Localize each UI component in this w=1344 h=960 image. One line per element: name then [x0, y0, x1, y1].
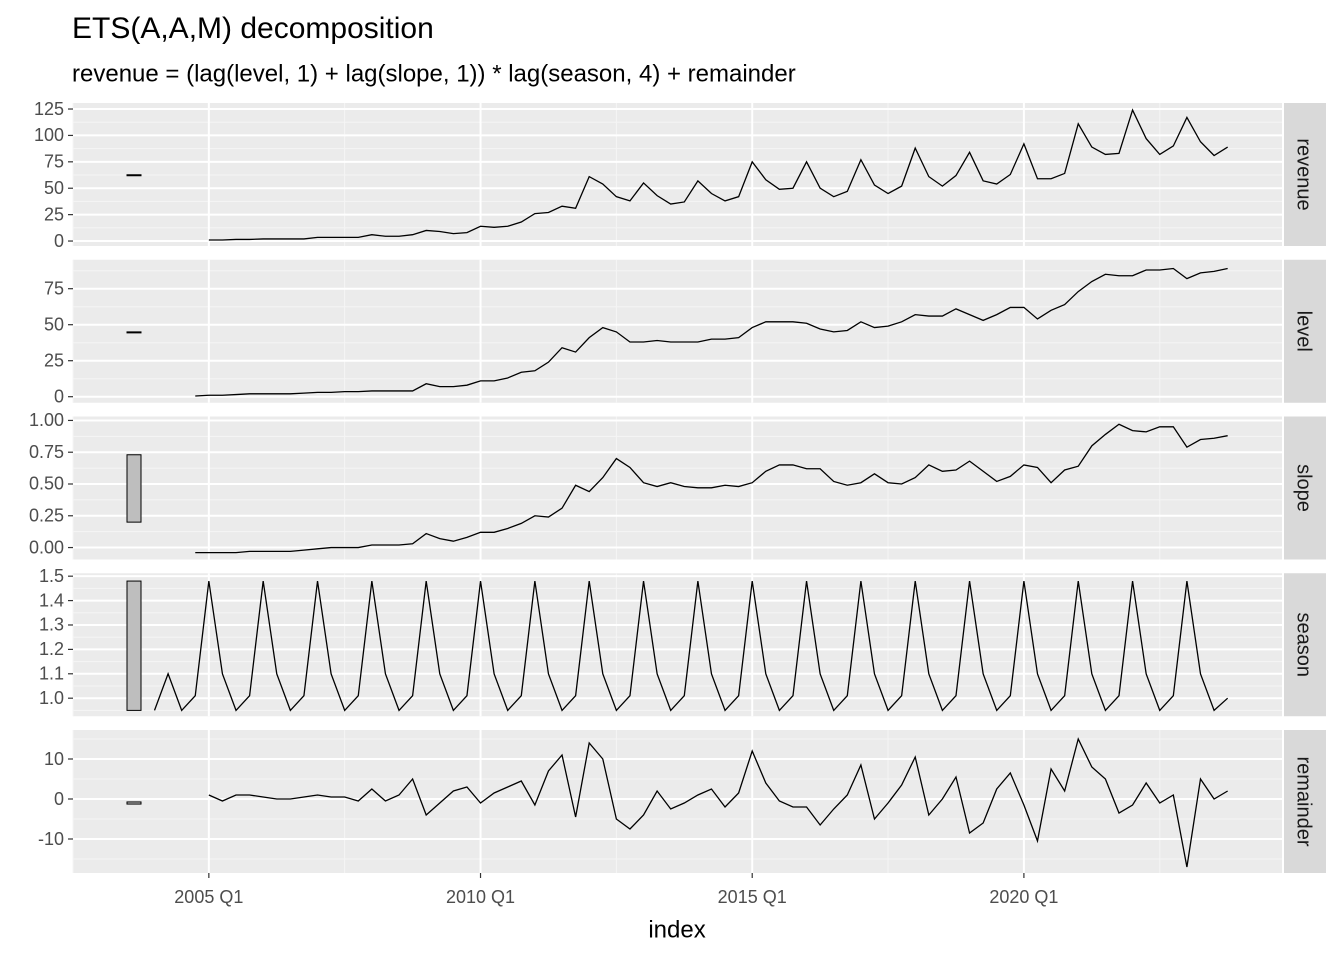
strip-background	[1284, 103, 1326, 246]
strip-background	[1284, 259, 1326, 403]
y-tick-label: 1.0	[39, 688, 64, 708]
y-tick-label: 100	[34, 125, 64, 145]
x-tick-label: 2015 Q1	[718, 887, 787, 907]
data-line	[195, 423, 1228, 554]
strip-background	[1284, 416, 1326, 560]
scale-bar	[126, 580, 142, 711]
data-line	[208, 108, 1229, 241]
y-tick-label: 50	[44, 314, 64, 334]
y-tick-label: 0	[54, 789, 64, 809]
chart-subtitle: revenue = (lag(level, 1) + lag(slope, 1)…	[72, 60, 796, 87]
y-tick-label: 1.00	[29, 410, 64, 430]
panel-background	[73, 259, 1282, 403]
y-tick-label: 75	[44, 152, 64, 172]
panel-background	[73, 730, 1282, 873]
data-line	[153, 580, 1229, 712]
x-tick-label: 2010 Q1	[446, 887, 515, 907]
scale-bar	[126, 801, 142, 805]
strip-label: level	[1293, 311, 1315, 352]
y-tick-label: 10	[44, 749, 64, 769]
y-tick-label: -10	[38, 829, 64, 849]
x-axis-label: index	[648, 916, 705, 943]
y-tick-label: 0.50	[29, 474, 64, 494]
chart-title: ETS(A,A,M) decomposition	[72, 12, 434, 45]
strip-background	[1284, 573, 1326, 717]
data-line	[208, 737, 1228, 868]
y-tick-label: 0	[54, 386, 64, 406]
y-tick-label: 125	[34, 99, 64, 119]
scale-bar	[126, 454, 142, 523]
y-tick-label: 25	[44, 350, 64, 370]
strip-label: remainder	[1293, 756, 1315, 846]
x-tick-label: 2020 Q1	[989, 887, 1058, 907]
x-tick-label: 2005 Q1	[174, 887, 243, 907]
y-tick-label: 25	[44, 204, 64, 224]
y-tick-label: 0	[54, 231, 64, 251]
strip-label: season	[1293, 613, 1315, 678]
y-tick-label: 1.5	[39, 566, 64, 586]
panel-background	[73, 103, 1282, 246]
scale-bar	[126, 174, 142, 177]
y-tick-label: 1.2	[39, 639, 64, 659]
strip-background	[1284, 730, 1326, 873]
y-tick-label: 1.3	[39, 615, 64, 635]
y-tick-label: 50	[44, 178, 64, 198]
y-tick-label: 1.4	[39, 590, 64, 610]
y-tick-label: 75	[44, 278, 64, 298]
strip-label: slope	[1293, 464, 1315, 512]
y-tick-label: 0.00	[29, 537, 64, 557]
data-line	[195, 267, 1228, 397]
y-tick-label: 0.25	[29, 506, 64, 526]
scale-bar	[126, 331, 142, 334]
y-tick-label: 0.75	[29, 442, 64, 462]
strip-label: revenue	[1293, 138, 1315, 210]
y-tick-label: 1.1	[39, 664, 64, 684]
panel-background	[73, 416, 1282, 560]
panel-background	[73, 573, 1282, 717]
